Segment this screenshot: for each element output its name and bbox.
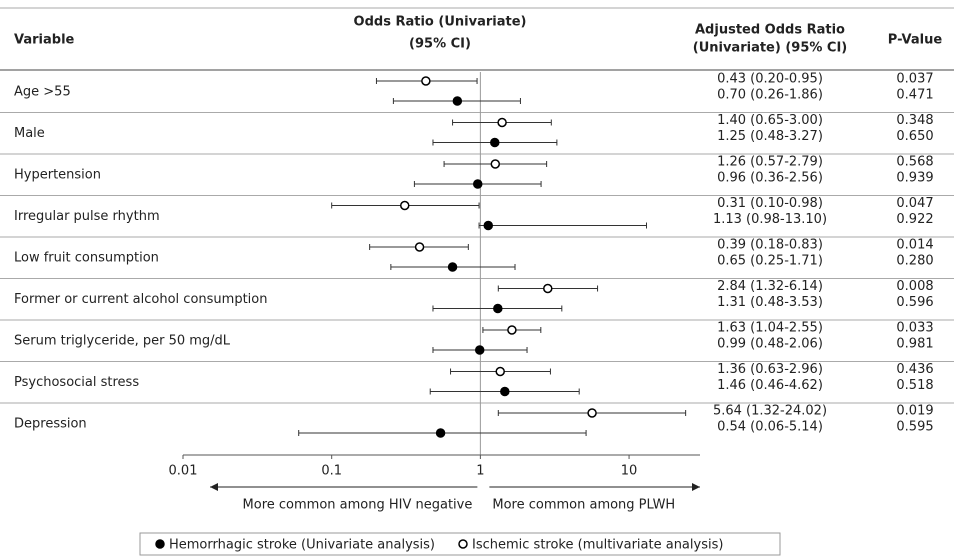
ci-label: 1.46 (0.46-4.62): [717, 378, 823, 393]
ci-label: 1.40 (0.65-3.00): [717, 113, 823, 128]
ci-label: 0.31 (0.10-0.98): [717, 196, 823, 211]
point-estimate: [497, 117, 507, 128]
p-value: 0.922: [896, 212, 933, 227]
variable-label: Serum triglyceride, per 50 mg/dL: [14, 334, 231, 349]
variable-label: Depression: [14, 417, 87, 432]
point-estimate: [414, 242, 425, 252]
point-estimate: [474, 345, 485, 355]
point-estimate: [507, 325, 517, 335]
ci-label: 0.65 (0.25-1.71): [717, 254, 823, 269]
point-estimate: [490, 159, 501, 169]
p-value: 0.939: [896, 171, 933, 186]
arrow-label: More common among PLWH: [492, 498, 675, 513]
legend-label: Hemorrhagic stroke (Univariate analysis): [169, 538, 435, 553]
point-estimate: [447, 262, 458, 272]
header-odds-ratio: Odds Ratio (Univariate): [354, 15, 527, 30]
arrow-label: More common among HIV negative: [243, 498, 473, 513]
p-value: 0.047: [896, 196, 933, 211]
ci-label: 0.39 (0.18-0.83): [717, 238, 823, 253]
variable-label: Hypertension: [14, 168, 101, 183]
point-estimate: [493, 303, 503, 314]
point-estimate: [435, 428, 446, 438]
legend-marker: [458, 539, 468, 549]
p-value: 0.595: [896, 420, 933, 435]
p-value: 0.280: [896, 254, 933, 269]
x-tick-label: 0.01: [169, 464, 198, 479]
p-value: 0.008: [896, 279, 933, 294]
ci-label: 1.63 (1.04-2.55): [717, 321, 823, 336]
ci-label: 1.36 (0.63-2.96): [717, 362, 823, 377]
point-estimate: [495, 366, 505, 377]
ci-label: 1.13 (0.98-13.10): [713, 212, 827, 227]
ci-label: 0.96 (0.36-2.56): [717, 171, 823, 186]
header-p-value: P-Value: [888, 33, 943, 48]
p-value: 0.033: [896, 321, 933, 336]
ci-label: 0.54 (0.06-5.14): [717, 420, 823, 435]
point-estimate: [483, 220, 494, 231]
variable-label: Irregular pulse rhythm: [14, 209, 160, 224]
p-value: 0.348: [896, 113, 933, 128]
ci-label: 0.99 (0.48-2.06): [717, 337, 823, 352]
variable-label: Former or current alcohol consumption: [14, 292, 267, 307]
ci-label: 2.84 (1.32-6.14): [717, 279, 823, 294]
point-estimate: [587, 408, 597, 418]
variable-label: Male: [14, 126, 45, 141]
p-value: 0.436: [896, 362, 933, 377]
point-estimate: [452, 96, 463, 106]
x-tick-label: 1: [476, 464, 484, 479]
p-value: 0.014: [896, 238, 933, 253]
p-value: 0.981: [896, 337, 933, 352]
ci-label: 0.70 (0.26-1.86): [717, 88, 823, 103]
ci-label: 0.43 (0.20-0.95): [717, 72, 823, 87]
variable-label: Psychosocial stress: [14, 375, 139, 390]
header-adjusted: Adjusted Odds Ratio: [695, 23, 845, 38]
p-value: 0.471: [896, 88, 933, 103]
x-tick-label: 0.1: [321, 464, 342, 479]
variable-label: Age >55: [14, 85, 71, 100]
p-value: 0.650: [896, 129, 933, 144]
header-adjusted: (Univariate) (95% CI): [693, 41, 848, 56]
header-odds-ratio: (95% CI): [409, 37, 471, 52]
p-value: 0.568: [896, 155, 933, 170]
ci-label: 1.25 (0.48-3.27): [717, 129, 823, 144]
point-estimate: [399, 200, 410, 211]
variable-label: Low fruit consumption: [14, 251, 159, 266]
ci-label: 1.31 (0.48-3.53): [717, 295, 823, 310]
p-value: 0.037: [896, 72, 933, 87]
point-estimate: [490, 137, 500, 148]
point-estimate: [472, 179, 483, 189]
x-tick-label: 10: [621, 464, 638, 479]
legend-box: [139, 532, 781, 556]
legend-marker: [155, 539, 165, 549]
point-estimate: [500, 386, 510, 397]
legend-label: Ischemic stroke (multivariate analysis): [472, 538, 723, 553]
p-value: 0.019: [896, 404, 933, 419]
point-estimate: [421, 76, 431, 86]
p-value: 0.518: [896, 378, 933, 393]
ci-label: 5.64 (1.32-24.02): [713, 404, 827, 419]
point-estimate: [543, 283, 553, 294]
arrow-left-head: [210, 483, 218, 491]
ci-label: 1.26 (0.57-2.79): [717, 155, 823, 170]
p-value: 0.596: [896, 295, 933, 310]
header-variable: Variable: [14, 33, 75, 48]
arrow-right-head: [692, 483, 700, 491]
